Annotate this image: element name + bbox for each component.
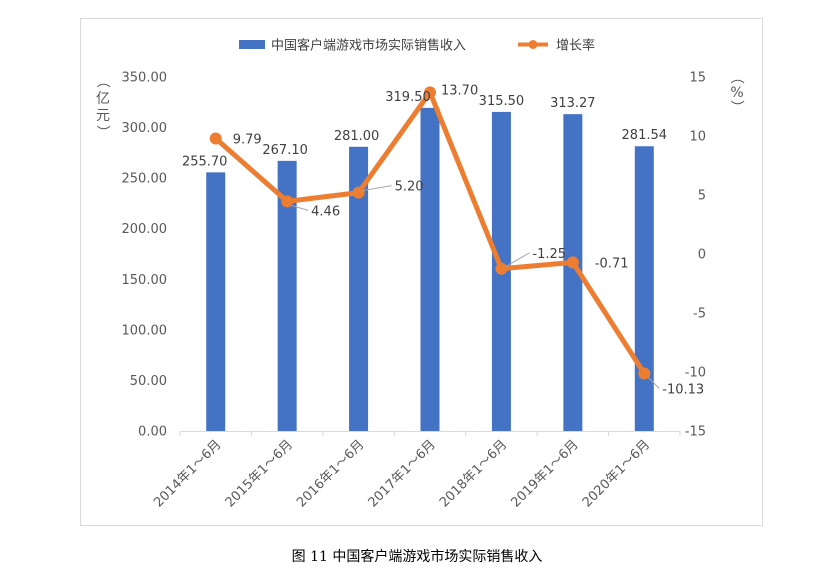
growth-marker — [638, 367, 651, 380]
left-tick-label: 250.00 — [122, 172, 168, 187]
left-axis-unit-char: 元 — [96, 108, 110, 124]
growth-data-labels: 9.79 4.46 5.20 13.70 -1.25 -0.71 -10.13 — [233, 83, 704, 397]
growth-data-label: -10.13 — [662, 383, 704, 398]
growth-data-label: -1.25 — [532, 247, 566, 262]
growth-marker — [424, 86, 436, 99]
revenue-data-label: 315.50 — [479, 94, 525, 109]
growth-data-label: 4.46 — [311, 204, 340, 219]
legend: 中国客户端游戏市场实际销售收入 增长率 — [239, 38, 595, 54]
right-tick-label: -15 — [685, 425, 706, 440]
revenue-bar — [349, 146, 369, 431]
growth-label-leader — [291, 204, 309, 211]
legend-swatch-revenue — [239, 40, 265, 49]
revenue-data-label: 319.50 — [385, 90, 431, 105]
right-axis-ticks: -15 -10 -5 0 5 10 15 — [685, 71, 706, 440]
right-axis-unit: （%） — [728, 70, 744, 114]
revenue-data-labels: 255.70 267.10 281.00 319.50 315.50 313.27 281.… — [182, 90, 667, 170]
growth-label-leader — [505, 252, 530, 268]
revenue-data-label: 281.54 — [622, 128, 668, 143]
left-tick-label: 300.00 — [122, 121, 168, 136]
legend-label-growth: 增长率 — [556, 38, 595, 54]
growth-marker — [495, 262, 508, 275]
growth-marker — [281, 195, 294, 208]
right-tick-label: -10 — [685, 366, 706, 381]
figure-caption: 图 11 中国客户端游戏市场实际销售收入 — [291, 549, 543, 565]
revenue-bar — [277, 160, 297, 432]
growth-line-group — [209, 86, 651, 380]
right-axis-unit-char: ） — [728, 100, 744, 114]
left-axis-ticks: 0.00 50.00 100.00 150.00 200.00 250.00 300.00 3… — [122, 71, 168, 440]
growth-label-leader — [647, 377, 660, 389]
left-tick-label: 50.00 — [130, 374, 167, 389]
left-axis-unit-char: 亿 — [96, 91, 110, 107]
growth-marker — [209, 132, 222, 145]
left-axis-unit-char: （ — [94, 74, 110, 88]
right-tick-label: 5 — [698, 189, 706, 204]
revenue-data-label: 313.27 — [550, 96, 596, 111]
right-tick-label: 15 — [689, 71, 706, 86]
right-axis-unit-char: % — [730, 85, 743, 101]
left-tick-label: 100.00 — [122, 323, 168, 338]
left-tick-label: 150.00 — [122, 273, 168, 288]
revenue-bar — [634, 146, 654, 431]
revenue-bar — [563, 114, 583, 431]
revenue-bar — [206, 172, 226, 431]
right-axis-unit-char: （ — [728, 70, 744, 84]
growth-data-label: 9.79 — [233, 132, 262, 147]
legend-swatch-growth-marker — [528, 40, 538, 49]
right-tick-label: 0 — [698, 248, 706, 263]
revenue-bars — [206, 107, 654, 432]
growth-data-label: 5.20 — [395, 180, 424, 195]
growth-data-label: 13.70 — [441, 83, 478, 98]
left-tick-label: 0.00 — [138, 425, 167, 440]
revenue-data-label: 267.10 — [262, 143, 308, 158]
revenue-data-label: 281.00 — [334, 129, 380, 144]
revenue-data-label: 255.70 — [182, 154, 228, 169]
right-tick-label: -5 — [693, 307, 706, 322]
growth-label-leader — [362, 185, 392, 192]
growth-marker — [352, 186, 365, 199]
growth-marker — [566, 256, 579, 269]
left-axis-unit: （ 亿元） — [94, 74, 110, 139]
left-tick-label: 200.00 — [122, 222, 168, 237]
legend-label-revenue: 中国客户端游戏市场实际销售收入 — [271, 38, 466, 54]
growth-data-label: -0.71 — [595, 256, 629, 271]
revenue-bar — [420, 107, 440, 431]
left-tick-label: 350.00 — [122, 71, 168, 86]
left-axis-unit-char: ） — [94, 125, 110, 139]
right-tick-label: 10 — [689, 130, 706, 145]
combo-chart: 中国客户端游戏市场实际销售收入 增长率 （亿元） （%） 0.0050.0010… — [80, 18, 763, 526]
